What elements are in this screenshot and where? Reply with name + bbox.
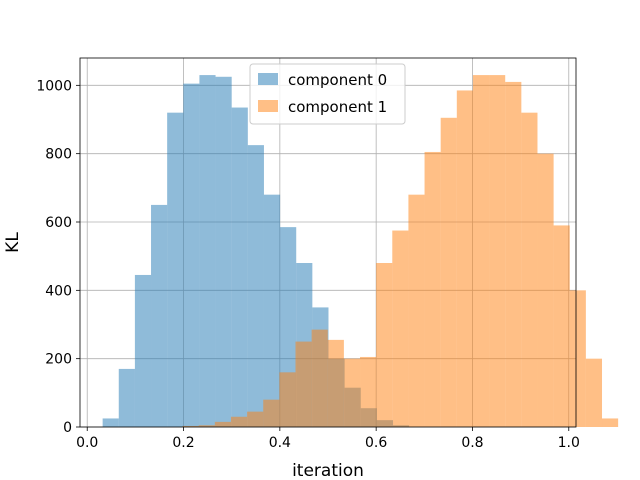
plot-frame — [79, 57, 577, 428]
histogram-bar-series-1 — [279, 372, 296, 427]
histogram-bar-series-1 — [505, 81, 522, 428]
histogram-bar-series-1 — [230, 416, 248, 427]
histogram-bar-series-1 — [343, 358, 361, 427]
y-tick-label: 200 — [45, 352, 72, 368]
x-tick-label: 0.2 — [172, 435, 194, 451]
histogram-bar-series-1 — [553, 225, 570, 427]
histogram-bar-series-1 — [537, 153, 554, 427]
histogram-bar-series-0 — [102, 418, 119, 427]
histogram-bar-series-1 — [214, 421, 231, 427]
legend: component 0 component 1 — [249, 63, 406, 125]
x-tick-label: 0.8 — [461, 435, 483, 451]
histogram-bar-series-0 — [118, 368, 135, 427]
histogram-bar-series-1 — [182, 425, 199, 427]
y-axis-label: KL — [3, 232, 23, 253]
x-tick-label: 0.0 — [76, 435, 98, 451]
histogram-bar-series-0 — [215, 76, 232, 428]
histogram-bar-series-1 — [360, 356, 377, 427]
legend-label-component-0: component 0 — [288, 71, 387, 89]
legend-label-component-1: component 1 — [288, 98, 387, 116]
histogram-bar-series-1 — [569, 290, 586, 427]
histogram-bar-series-0 — [134, 274, 152, 427]
histogram-bar-series-0 — [231, 107, 248, 428]
legend-box — [249, 63, 406, 125]
y-tick-label: 0 — [63, 420, 72, 436]
histogram-bar-series-1 — [263, 399, 280, 427]
histogram-bar-series-0 — [151, 204, 168, 427]
y-tick-label: 1000 — [36, 78, 72, 94]
histogram-bar-series-0 — [183, 83, 200, 427]
histogram-bar-series-1 — [392, 230, 409, 427]
histogram-bar-series-1 — [489, 75, 506, 427]
histogram-bar-series-1 — [424, 151, 441, 428]
histogram-bar-series-0 — [247, 145, 264, 427]
legend-swatch-component-1 — [258, 100, 278, 112]
histogram-bar-series-0 — [263, 194, 281, 427]
histogram-bar-series-1 — [311, 329, 328, 427]
histogram-bar-series-1 — [585, 358, 603, 427]
histogram-bar-series-1 — [295, 341, 312, 427]
histogram-bar-series-1 — [327, 339, 344, 427]
histogram-bar-series-1 — [456, 90, 473, 427]
histogram-bar-series-1 — [472, 75, 490, 427]
legend-swatch-component-0 — [258, 73, 278, 85]
axis-ticks: 0.0 0.2 0.4 0.6 0.8 1.0 0 200 400 600 800 1000 — [36, 78, 580, 451]
y-tick-label: 400 — [45, 283, 72, 299]
histogram-bar-series-0 — [167, 112, 184, 428]
histogram-bars — [102, 75, 619, 428]
y-tick-label: 600 — [45, 215, 72, 231]
histogram-bar-series-1 — [521, 112, 538, 428]
histogram-bar-series-1 — [440, 117, 457, 428]
histogram-bar-series-1 — [602, 418, 619, 427]
histogram-bar-series-1 — [247, 411, 264, 427]
x-tick-label: 1.0 — [558, 435, 580, 451]
x-tick-label: 0.4 — [269, 435, 291, 451]
histogram-bar-series-1 — [408, 194, 425, 427]
histogram-bar-series-1 — [198, 425, 215, 427]
x-tick-label: 0.6 — [365, 435, 387, 451]
x-axis-label: iteration — [292, 461, 364, 480]
histogram-bar-series-0 — [199, 75, 216, 427]
histogram-bar-series-1 — [376, 263, 393, 427]
y-tick-label: 800 — [45, 147, 72, 163]
